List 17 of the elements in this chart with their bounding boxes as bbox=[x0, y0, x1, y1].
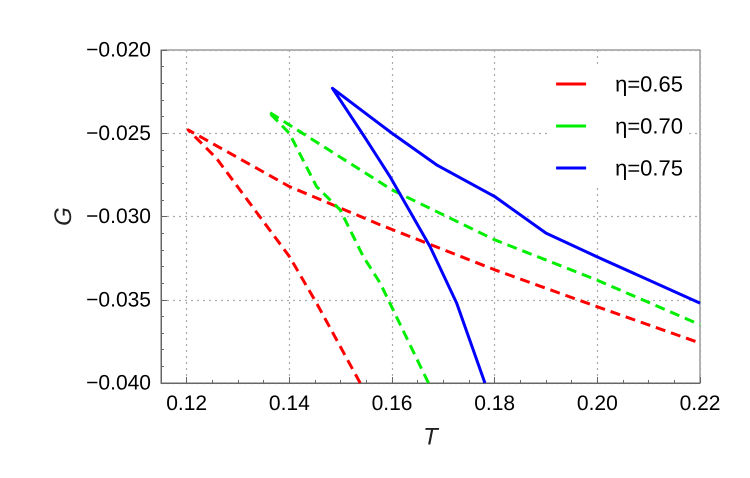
y-tick-label: −0.020 bbox=[86, 38, 151, 62]
y-tick-label: −0.035 bbox=[86, 288, 151, 312]
y-tick-label: −0.040 bbox=[86, 372, 151, 394]
x-tick-label: 0.14 bbox=[268, 392, 310, 415]
x-tick-label: 0.22 bbox=[680, 392, 720, 415]
x-axis-title: T bbox=[423, 424, 440, 450]
line-series bbox=[266, 110, 702, 384]
x-tick-label: 0.12 bbox=[166, 392, 208, 415]
x-tick-label: 0.20 bbox=[576, 392, 618, 415]
x-tick-label: 0.18 bbox=[474, 392, 516, 415]
legend-label: η=0.70 bbox=[615, 114, 684, 138]
y-tick-label: −0.030 bbox=[86, 205, 151, 228]
legend-label: η=0.65 bbox=[615, 72, 684, 96]
y-axis-title: G bbox=[50, 207, 77, 226]
legend-label: η=0.75 bbox=[615, 156, 684, 180]
y-tick-label: −0.025 bbox=[86, 122, 151, 145]
x-tick-label: 0.16 bbox=[372, 392, 412, 415]
